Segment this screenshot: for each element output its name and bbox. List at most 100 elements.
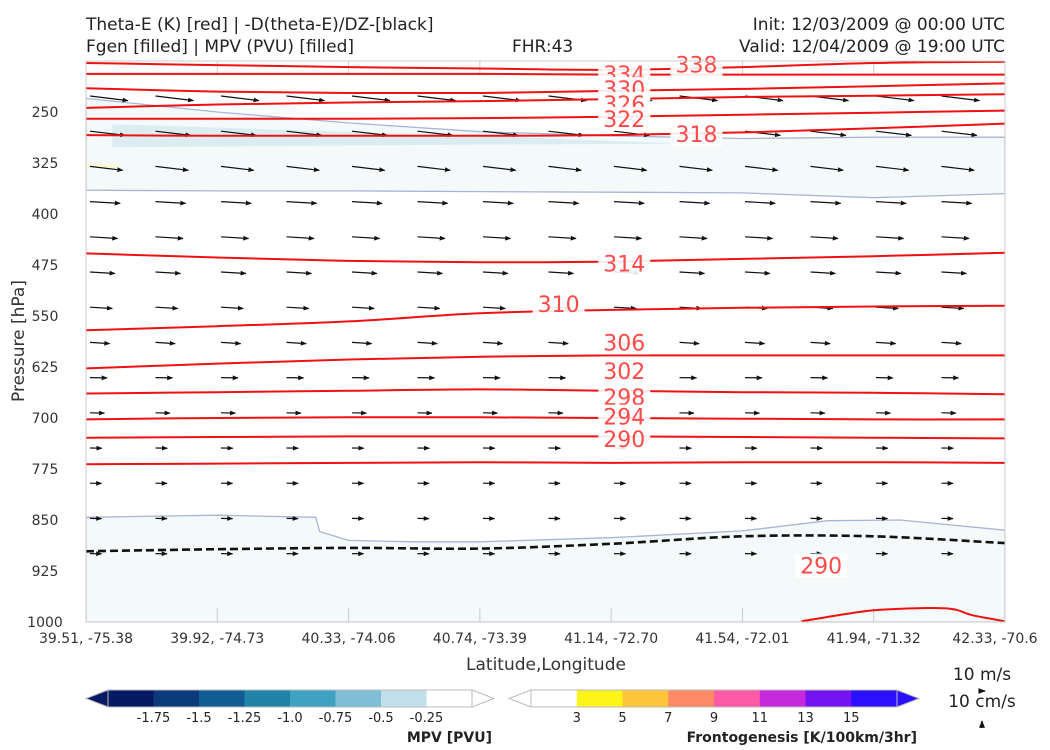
wind-vector xyxy=(941,165,975,173)
wind-vector xyxy=(875,165,910,173)
wind-vector xyxy=(548,340,569,346)
wind-vector xyxy=(941,340,962,346)
contour-label-bg xyxy=(598,427,651,452)
title-valid: Valid: 12/04/2009 @ 19:00 UTC xyxy=(739,37,1005,57)
wind-vector xyxy=(1007,342,1027,343)
colorbar-segment xyxy=(426,690,473,707)
wind-vector xyxy=(744,200,776,206)
wind-vector xyxy=(613,235,643,241)
wind-vector xyxy=(286,305,310,311)
wind-vector xyxy=(1007,166,1040,170)
colorbar-extend-left xyxy=(507,689,532,708)
wind-vector xyxy=(286,165,320,173)
colorbar-tick-label: -1.5 xyxy=(186,711,211,726)
wind-vector xyxy=(810,340,831,346)
wind-vector xyxy=(810,200,842,206)
x-tick-label: 39.51, -75.38 xyxy=(39,631,133,647)
dthetae-dz-line xyxy=(86,534,1005,553)
ref-vector-horizontal-label: 10 m/s xyxy=(953,665,1011,685)
wind-vector xyxy=(220,130,257,138)
dthetae-dz-contour xyxy=(86,534,1005,553)
contour-label-bg xyxy=(532,291,585,316)
y-tick-label: 475 xyxy=(32,258,59,274)
title-left-2: Fgen [filled] | MPV (PVU) [filled] xyxy=(86,37,355,57)
wind-vector xyxy=(744,340,766,346)
colorbar-segment xyxy=(199,690,245,707)
colorbar-segment xyxy=(381,690,427,707)
contour-label-bg xyxy=(598,251,651,276)
wind-vector xyxy=(1007,96,1045,101)
contour-label-bg xyxy=(598,330,651,355)
y-tick-label: 925 xyxy=(32,564,59,580)
wind-vector xyxy=(155,95,195,103)
title-fhr: FHR:43 xyxy=(512,37,574,57)
contour-label-bg xyxy=(670,52,723,77)
wind-vector xyxy=(220,165,255,173)
mpv-region-upper xyxy=(86,97,1005,199)
wind-vector xyxy=(613,305,637,311)
wind-vector xyxy=(875,235,905,241)
contour-label-bg xyxy=(598,106,651,131)
wind-vector xyxy=(155,340,176,346)
wind-vector xyxy=(155,270,182,276)
wind-vector xyxy=(220,340,242,346)
wind-vector xyxy=(286,235,315,241)
title-init: Init: 12/03/2009 @ 00:00 UTC xyxy=(752,15,1005,35)
wind-vector xyxy=(679,270,706,276)
x-tick-label: 39.92, -74.73 xyxy=(170,631,264,647)
contour-label-bg xyxy=(598,404,651,429)
colorbar-segment xyxy=(714,690,761,707)
wind-vector xyxy=(220,200,252,206)
wind-vector xyxy=(89,165,124,173)
wind-vector xyxy=(417,130,454,138)
wind-vector xyxy=(1007,307,1029,308)
mpv-colorbar: -1.75 -1.5 -1.25 -1.0 -0.75 -0.5 -0.25 MPV [PVU… xyxy=(84,689,496,746)
x-tick-label: 41.54, -72.01 xyxy=(695,631,789,647)
wind-vector xyxy=(286,130,323,138)
contour-label: 306 xyxy=(603,332,645,357)
wind-vector xyxy=(679,340,700,346)
wind-vector xyxy=(613,165,648,173)
colorbar-tick-label: 9 xyxy=(710,711,718,726)
wind-vector xyxy=(941,200,973,206)
title-left-1: Theta-E (K) [red] | -D(theta-E)/DZ-[blac… xyxy=(86,15,434,35)
wind-vector xyxy=(548,270,575,276)
wind-vector xyxy=(286,200,318,206)
wind-vector xyxy=(417,235,446,241)
contour-label: 290 xyxy=(800,555,842,580)
x-axis-label: Latitude,Longitude xyxy=(466,655,626,675)
wind-vector xyxy=(89,200,121,206)
wind-vector xyxy=(810,130,847,138)
x-tick-label: 41.14, -72.70 xyxy=(564,631,658,647)
wind-vector xyxy=(220,235,250,241)
wind-vector xyxy=(482,130,519,138)
wind-vector xyxy=(89,95,129,103)
wind-vector xyxy=(548,165,582,173)
theta-e-line xyxy=(86,109,1005,120)
colorbar-extend-right xyxy=(896,689,921,708)
wind-vector xyxy=(744,270,771,276)
wind-vector xyxy=(155,305,179,311)
wind-vector xyxy=(941,95,981,103)
colorbar-tick-label: -0.5 xyxy=(368,711,393,726)
wind-vector xyxy=(875,200,907,206)
reference-vectors: 10 m/s 10 cm/s xyxy=(948,665,1016,728)
wind-vector xyxy=(220,95,260,103)
colorbar-segment xyxy=(668,690,715,707)
theta-e-line xyxy=(86,251,1005,264)
wind-vector xyxy=(286,340,307,346)
contour-label-bg xyxy=(670,121,723,146)
colorbar-segment xyxy=(576,690,624,707)
colorbar-segment xyxy=(153,690,200,707)
wind-vector xyxy=(875,130,912,138)
colorbar-segment xyxy=(531,690,578,707)
contour-label: 310 xyxy=(538,293,580,318)
y-tick-label: 250 xyxy=(32,105,59,121)
colorbar-extend-left xyxy=(84,689,109,708)
contour-label: 322 xyxy=(603,108,645,133)
frontogenesis-colorbar: 3 5 7 9 11 13 15 Frontogenesis [K/100km/3hr] xyxy=(507,689,921,746)
mpv-region-lower xyxy=(86,514,1005,622)
wind-vector xyxy=(1007,131,1042,135)
wind-vector xyxy=(89,235,119,241)
